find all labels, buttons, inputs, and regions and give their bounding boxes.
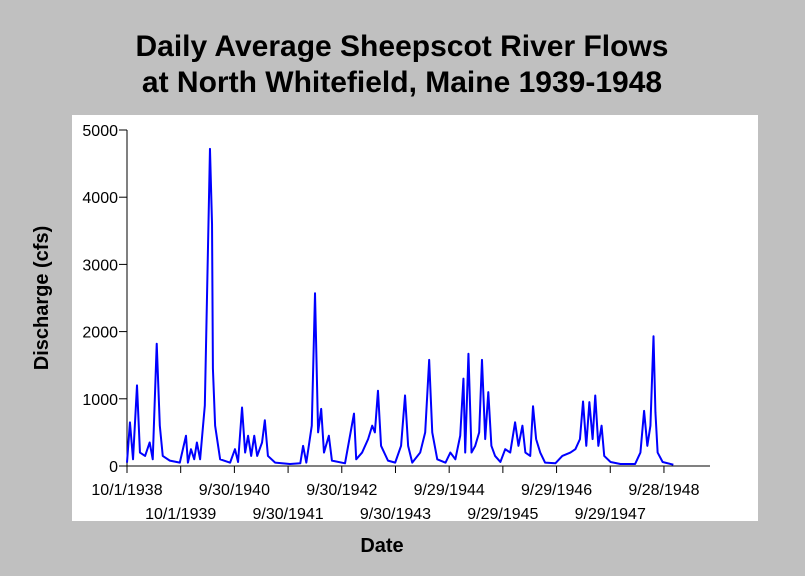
x-tick-label: 10/1/1939 bbox=[145, 506, 216, 523]
y-tick-label: 5000 bbox=[82, 123, 118, 140]
y-tick-label: 4000 bbox=[82, 190, 118, 207]
x-tick-label: 9/29/1947 bbox=[575, 506, 646, 523]
x-tick-label: 9/29/1946 bbox=[521, 482, 592, 499]
x-tick-label: 10/1/1938 bbox=[91, 482, 162, 499]
y-tick-label: 1000 bbox=[82, 392, 118, 409]
x-tick-label: 9/30/1941 bbox=[252, 506, 323, 523]
x-tick-label: 9/29/1945 bbox=[467, 506, 538, 523]
chart-title: Daily Average Sheepscot River Flows bbox=[136, 30, 669, 63]
x-tick-label: 9/30/1940 bbox=[199, 482, 270, 499]
y-axis-label: Discharge (cfs) bbox=[31, 226, 53, 371]
x-tick-label: 9/30/1942 bbox=[306, 482, 377, 499]
x-tick-label: 9/29/1944 bbox=[414, 482, 485, 499]
y-tick-label: 0 bbox=[109, 459, 118, 476]
x-tick-label: 9/28/1948 bbox=[628, 482, 699, 499]
y-tick-label: 3000 bbox=[82, 257, 118, 274]
y-tick-label: 2000 bbox=[82, 325, 118, 342]
x-tick-label: 9/30/1943 bbox=[360, 506, 431, 523]
flow-line bbox=[126, 147, 674, 466]
chart-title: at North Whitefield, Maine 1939-1948 bbox=[142, 66, 662, 99]
x-axis-label: Date bbox=[360, 535, 403, 557]
